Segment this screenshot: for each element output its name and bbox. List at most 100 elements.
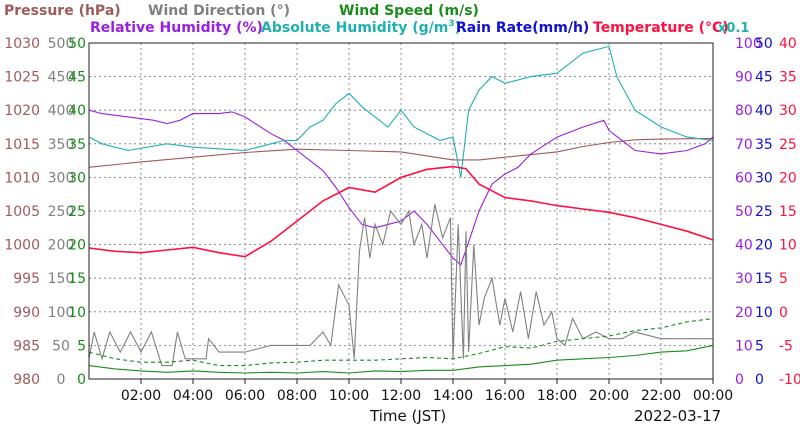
legend-pressure: Pressure (hPa): [4, 3, 121, 19]
series-temperature-c: [88, 165, 714, 258]
y-tick-temperature: 15: [779, 204, 797, 220]
chart-header: Pressure (hPa) Wind Direction (°) Wind S…: [4, 3, 749, 36]
legend-absolute-humidity: Absolute Humidity (g/m3): [261, 19, 461, 36]
x-tick-label: 06:00: [225, 388, 265, 404]
y-tick-relative-humidity: 80: [735, 103, 753, 119]
y-tick-wind-direction: 50: [52, 338, 70, 354]
plot-frame: [88, 42, 714, 380]
y-tick-wind-speed: 45: [68, 70, 86, 86]
y-tick-temperature: 35: [779, 70, 797, 86]
x-tick-label: 20:00: [589, 388, 629, 404]
y-tick-rain-rate: 50: [755, 36, 773, 52]
y-tick-relative-humidity: 100: [735, 36, 762, 52]
y-tick-wind-speed: 20: [68, 238, 86, 254]
y-tick-wind-speed: 35: [68, 137, 86, 153]
y-tick-temperature: -10: [779, 372, 800, 388]
y-tick-wind-direction: 500: [48, 36, 75, 52]
y-tick-temperature: 10: [779, 238, 797, 254]
y-tick-temperature: 40: [779, 36, 797, 52]
legend-rain-rate: Rain Rate(mm/h): [456, 20, 589, 36]
y-tick-temperature: -5: [779, 338, 793, 354]
y-tick-wind-speed: 30: [68, 170, 86, 186]
series-wind-direction: [88, 204, 713, 367]
y-tick-pressure: 1005: [4, 204, 40, 220]
y-tick-pressure: 995: [13, 271, 40, 287]
y-tick-relative-humidity: 70: [735, 137, 753, 153]
x-tick-label: 22:00: [641, 388, 681, 404]
legend-wind-direction: Wind Direction (°): [148, 3, 290, 19]
x-tick-label: 04:00: [173, 388, 213, 404]
x-tick-label: 18:00: [537, 388, 577, 404]
y-axes: 1030102510201015101010051000995990985980…: [4, 36, 800, 388]
y-tick-relative-humidity: 20: [735, 305, 753, 321]
y-tick-rain-rate: 25: [755, 204, 773, 220]
legend-absolute-humidity-sup: 3: [448, 19, 454, 29]
y-tick-relative-humidity: 0: [735, 372, 744, 388]
y-tick-rain-rate: 35: [755, 137, 773, 153]
y-tick-pressure: 985: [13, 338, 40, 354]
x-axis-label: Time (JST): [369, 407, 446, 425]
y-tick-relative-humidity: 90: [735, 70, 753, 86]
y-tick-relative-humidity: 30: [735, 271, 753, 287]
legend-relative-humidity: Relative Humidity (%): [90, 20, 263, 36]
grid: [89, 43, 713, 379]
y-tick-wind-speed: 15: [68, 271, 86, 287]
y-tick-pressure: 1030: [4, 36, 40, 52]
legend-temperature: Temperature (°C): [593, 20, 729, 36]
legend-absolute-humidity-text: Absolute Humidity (g/m: [261, 20, 448, 36]
y-tick-wind-direction: 250: [48, 204, 75, 220]
y-tick-wind-direction: 100: [48, 305, 75, 321]
y-tick-wind-speed: 40: [68, 103, 86, 119]
y-tick-wind-direction: 0: [57, 372, 66, 388]
y-tick-pressure: 990: [13, 305, 40, 321]
y-tick-temperature: 30: [779, 103, 797, 119]
x-tick-label: 00:00: [693, 388, 733, 404]
y-tick-pressure: 980: [13, 372, 40, 388]
series-wind-speed-m-s: [88, 344, 714, 374]
y-tick-rain-rate: 30: [755, 170, 773, 186]
legend-wind-speed: Wind Speed (m/s): [339, 3, 479, 19]
chart-date: 2022-03-17: [634, 407, 721, 425]
x-tick-label: 16:00: [485, 388, 525, 404]
y-tick-rain-rate: 5: [755, 338, 764, 354]
y-tick-wind-speed: 0: [77, 372, 86, 388]
series-wind-speed-max-m-s: [88, 317, 714, 367]
legend-rain-scale: x0.1: [718, 21, 749, 36]
y-tick-rain-rate: 0: [755, 372, 764, 388]
x-tick-label: 14:00: [433, 388, 473, 404]
y-tick-rain-rate: 10: [755, 305, 773, 321]
y-tick-wind-speed: 10: [68, 305, 86, 321]
y-tick-relative-humidity: 10: [735, 338, 753, 354]
y-tick-wind-direction: 450: [48, 70, 75, 86]
x-axis: 02:00 04:00 06:00 08:00 10:00 12:00 14:00 16:00…: [121, 379, 733, 404]
y-tick-wind-direction: 400: [48, 103, 75, 119]
x-tick-label: 12:00: [381, 388, 421, 404]
y-tick-wind-speed: 5: [77, 338, 86, 354]
y-tick-relative-humidity: 40: [735, 238, 753, 254]
y-tick-relative-humidity: 50: [735, 204, 753, 220]
y-tick-rain-rate: 15: [755, 271, 773, 287]
y-tick-wind-direction: 150: [48, 271, 75, 287]
y-tick-pressure: 1015: [4, 137, 40, 153]
y-tick-temperature: 0: [779, 305, 788, 321]
x-tick-label: 08:00: [277, 388, 317, 404]
series-lines: [88, 45, 714, 374]
series-absolute-humidity-g-m: [88, 45, 714, 178]
y-tick-relative-humidity: 60: [735, 170, 753, 186]
y-tick-rain-rate: 40: [755, 103, 773, 119]
series-pressure-hpa: [88, 137, 714, 168]
y-tick-pressure: 1020: [4, 103, 40, 119]
series-relative-humidity: [88, 109, 714, 266]
y-tick-wind-direction: 350: [48, 137, 75, 153]
y-tick-pressure: 1000: [4, 238, 40, 254]
y-tick-wind-speed: 25: [68, 204, 86, 220]
y-tick-wind-direction: 200: [48, 238, 75, 254]
y-tick-rain-rate: 20: [755, 238, 773, 254]
y-tick-temperature: 25: [779, 137, 797, 153]
legend-absolute-humidity-close: ): [455, 20, 461, 36]
y-tick-pressure: 1025: [4, 70, 40, 86]
y-tick-rain-rate: 45: [755, 70, 773, 86]
x-tick-label: 10:00: [329, 388, 369, 404]
y-tick-pressure: 1010: [4, 170, 40, 186]
